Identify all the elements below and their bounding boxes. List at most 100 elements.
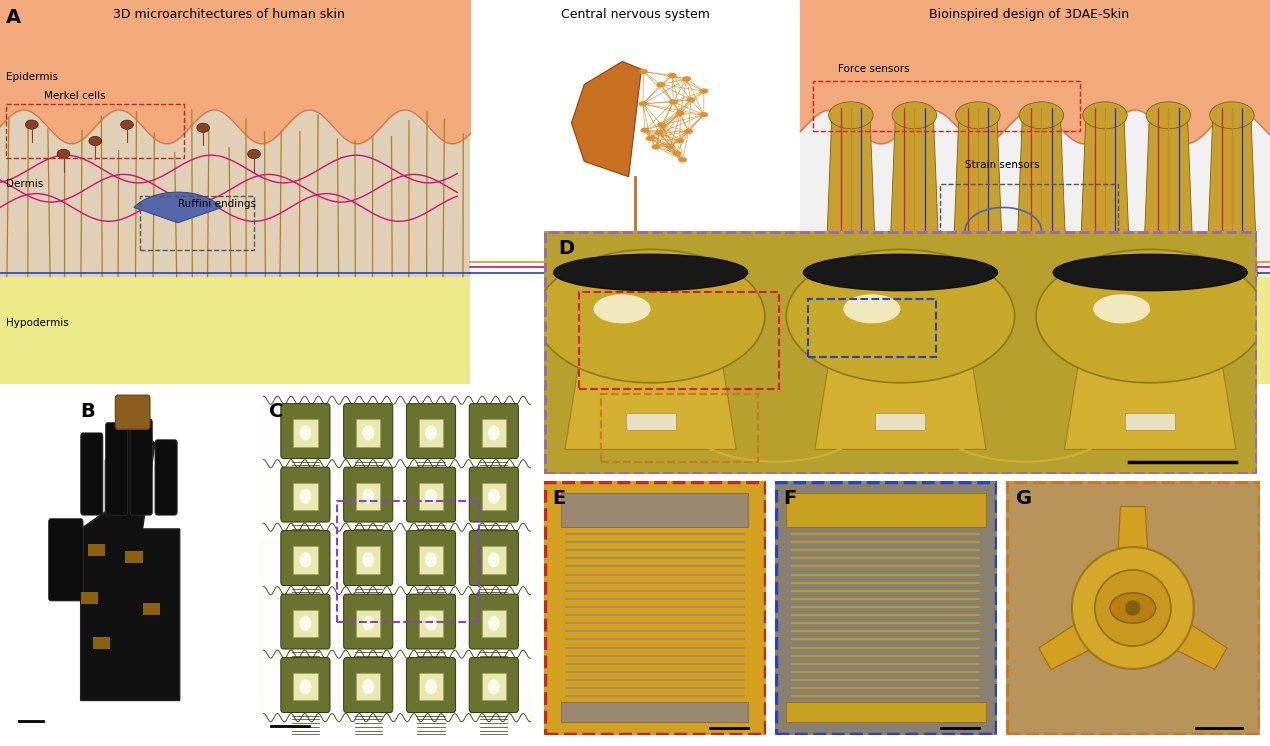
Bar [260, 606, 533, 618]
Bar [481, 483, 505, 510]
Bar [260, 494, 533, 505]
Text: G: G [1016, 489, 1033, 508]
Ellipse shape [956, 101, 1001, 129]
FancyBboxPatch shape [469, 467, 518, 522]
Bar [356, 546, 381, 574]
Ellipse shape [1083, 101, 1128, 129]
Bar [544, 292, 1257, 304]
Circle shape [425, 679, 437, 695]
Bar [481, 609, 505, 637]
Bar [544, 255, 1257, 268]
Bar [561, 702, 748, 722]
Bar [260, 516, 533, 527]
Bar [293, 419, 318, 447]
Bar [544, 413, 1257, 425]
Bar [260, 630, 533, 641]
Bar [470, 0, 800, 384]
Polygon shape [815, 316, 986, 449]
Ellipse shape [1093, 294, 1151, 323]
Bar [260, 674, 533, 686]
Bar [93, 637, 110, 649]
Bar [544, 389, 1257, 401]
Bar [481, 419, 505, 447]
Circle shape [700, 89, 709, 94]
Circle shape [639, 69, 648, 75]
Bar [356, 673, 381, 700]
Circle shape [676, 110, 685, 116]
Bar [260, 471, 533, 482]
Ellipse shape [1036, 249, 1265, 383]
Bar [1125, 413, 1175, 430]
Bar [142, 603, 160, 615]
Ellipse shape [1147, 101, 1191, 129]
Circle shape [362, 679, 375, 695]
Text: 3D microarchitectures of human skin: 3D microarchitectures of human skin [113, 7, 344, 21]
Bar [356, 609, 381, 637]
Polygon shape [565, 316, 737, 449]
Bar [875, 413, 926, 430]
Bar [544, 340, 1257, 352]
FancyBboxPatch shape [281, 594, 330, 649]
Polygon shape [1115, 507, 1151, 608]
Bar [260, 709, 533, 720]
Text: Merkel cells: Merkel cells [44, 91, 107, 101]
Ellipse shape [587, 300, 620, 323]
Circle shape [1125, 601, 1140, 615]
Bar [126, 551, 142, 563]
Bar [544, 316, 1257, 328]
Bar [544, 449, 1257, 462]
Polygon shape [1039, 592, 1142, 669]
Bar [786, 702, 986, 722]
Circle shape [657, 122, 665, 128]
Circle shape [425, 552, 437, 568]
Bar [260, 698, 533, 709]
Text: D: D [558, 239, 574, 257]
Circle shape [300, 489, 311, 504]
Bar [81, 592, 98, 604]
Bar [544, 365, 1257, 377]
Bar [718, 292, 737, 311]
Bar [356, 419, 381, 447]
Bar [260, 482, 533, 494]
Bar [679, 292, 699, 311]
Bar [419, 483, 443, 510]
Bar [260, 437, 533, 448]
Circle shape [1095, 570, 1171, 646]
Bar [260, 460, 533, 471]
Ellipse shape [554, 254, 748, 291]
Circle shape [686, 97, 695, 102]
Circle shape [300, 615, 311, 631]
Circle shape [673, 151, 682, 156]
Circle shape [488, 615, 500, 631]
Ellipse shape [593, 294, 650, 323]
FancyBboxPatch shape [406, 658, 456, 712]
Circle shape [669, 99, 678, 104]
Circle shape [645, 136, 654, 141]
Bar [544, 437, 1257, 449]
Polygon shape [572, 61, 641, 177]
Circle shape [425, 615, 437, 631]
Bar [544, 243, 1257, 255]
Bar [260, 652, 533, 663]
FancyBboxPatch shape [281, 658, 330, 712]
Bar [293, 483, 318, 510]
Bar [544, 425, 1257, 437]
Polygon shape [889, 116, 940, 277]
FancyBboxPatch shape [658, 279, 758, 321]
Bar [260, 505, 533, 516]
Bar [544, 377, 1257, 389]
Circle shape [640, 128, 649, 133]
Ellipse shape [829, 101, 874, 129]
Bar [260, 403, 533, 414]
Ellipse shape [197, 123, 210, 132]
Text: Force sensors: Force sensors [838, 64, 909, 74]
Bar [88, 545, 105, 557]
Bar [260, 562, 533, 573]
FancyBboxPatch shape [344, 530, 392, 586]
Ellipse shape [1210, 101, 1253, 129]
Circle shape [685, 128, 693, 134]
FancyBboxPatch shape [344, 404, 392, 459]
Text: A: A [6, 7, 22, 27]
Ellipse shape [843, 294, 900, 323]
Circle shape [362, 489, 375, 504]
